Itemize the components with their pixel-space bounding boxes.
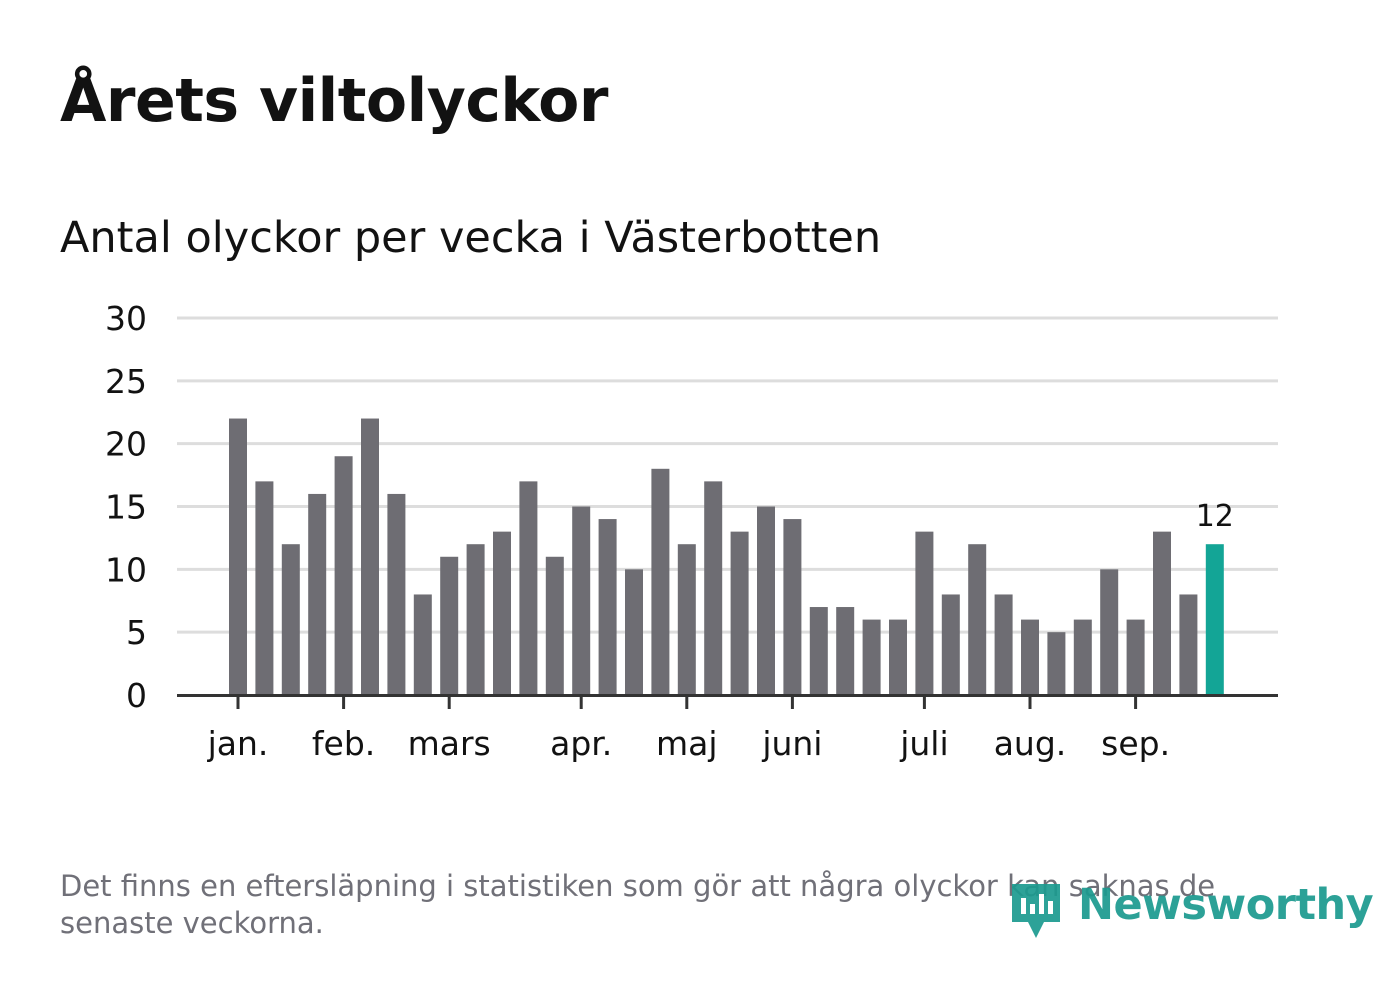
x-tick-label: apr. [550, 724, 612, 763]
y-tick-label: 25 [105, 362, 147, 401]
x-tick-label: sep. [1101, 724, 1170, 763]
bar [704, 481, 723, 695]
bar [493, 531, 511, 695]
x-tick-label: aug. [994, 724, 1067, 763]
bar [651, 468, 670, 695]
bar [1153, 531, 1171, 695]
bar [440, 556, 459, 695]
x-tick-label: juli [899, 724, 948, 763]
bars [229, 418, 1224, 695]
newsworthy-logo-icon [1012, 884, 1060, 938]
bar [783, 519, 802, 695]
bar [889, 619, 907, 695]
bar [625, 569, 643, 695]
bar-highlight [1205, 544, 1224, 695]
x-axis: jan. feb. mars apr. maj juni juli aug. sep. [177, 694, 1278, 763]
bar [1073, 619, 1092, 695]
bar [941, 594, 960, 695]
bar [862, 619, 881, 695]
x-tick-label: jan. [207, 724, 269, 763]
bar [519, 481, 538, 695]
bar-chart: 0 5 10 15 20 25 30 jan. feb. mars apr. maj juni juli… [105, 299, 1278, 763]
y-tick-label: 5 [126, 613, 147, 652]
y-axis-ticks: 0 5 10 15 20 25 30 [105, 299, 147, 715]
chart-title: Årets viltolyckor [60, 66, 609, 136]
bar [994, 594, 1013, 695]
bar [334, 456, 353, 695]
bar [229, 418, 247, 695]
bar [281, 544, 300, 695]
bar [255, 481, 274, 695]
bar [836, 607, 855, 695]
bar [757, 506, 775, 695]
bar [1047, 632, 1066, 695]
x-tick-label: juni [761, 724, 822, 763]
x-tick-label: mars [408, 724, 491, 763]
gridlines [177, 316, 1278, 634]
y-tick-label: 20 [105, 425, 147, 464]
bar [598, 519, 617, 695]
logo-text: Newsworthy [1078, 880, 1374, 930]
y-tick-label: 30 [105, 299, 147, 338]
bar [361, 418, 379, 695]
bar [413, 594, 432, 695]
bar [1126, 619, 1145, 695]
bar [730, 531, 749, 695]
bar [308, 493, 327, 695]
y-tick-label: 15 [105, 488, 147, 527]
x-tick-label: feb. [312, 724, 375, 763]
bar [968, 544, 987, 695]
bar [915, 531, 934, 695]
bar [1179, 594, 1198, 695]
bar [809, 607, 828, 695]
data-labels: 12 [1196, 499, 1234, 534]
y-tick-label: 10 [105, 550, 147, 589]
bar [387, 493, 406, 695]
chart-subtitle: Antal olyckor per vecka i Västerbotten [60, 213, 882, 263]
bar [1021, 619, 1039, 695]
bar [572, 506, 591, 695]
highlight-value-label: 12 [1196, 499, 1234, 534]
bar [677, 544, 696, 695]
bar [1100, 569, 1119, 695]
y-tick-label: 0 [126, 676, 147, 715]
bar [545, 556, 564, 695]
bar [466, 544, 485, 695]
newsworthy-logo: Newsworthy [1010, 876, 1374, 942]
x-tick-label: maj [656, 724, 718, 763]
